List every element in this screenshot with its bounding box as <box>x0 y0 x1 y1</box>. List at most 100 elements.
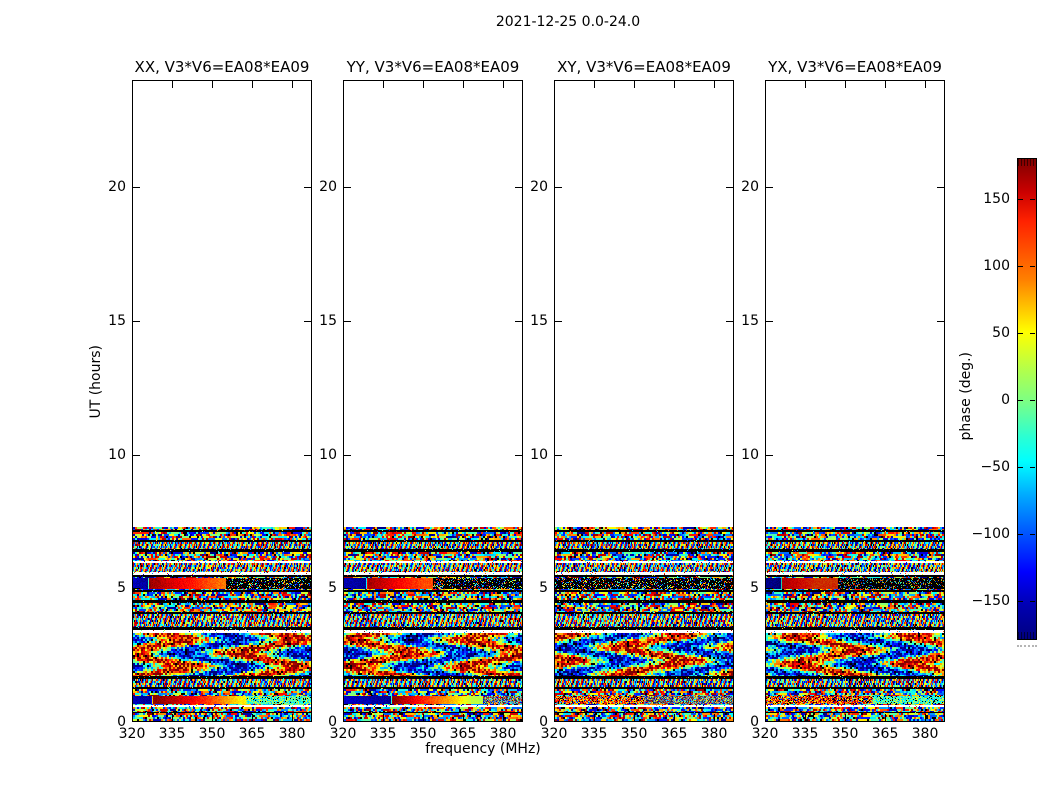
x-tick-label: 320 <box>751 726 779 742</box>
x-tick <box>925 714 926 721</box>
colorbar-tick <box>1018 400 1023 401</box>
waterfall-canvas-yx <box>766 527 944 721</box>
x-tick-label: 320 <box>329 726 357 742</box>
colorbar-top-hatch <box>1018 159 1036 166</box>
colorbar <box>1017 158 1037 640</box>
y-tick <box>304 321 311 322</box>
x-tick <box>503 81 504 88</box>
x-tick <box>383 714 384 721</box>
x-tick-label: 320 <box>118 726 146 742</box>
y-tick-label: 20 <box>530 179 548 195</box>
x-tick <box>292 714 293 721</box>
x-tick-label: 380 <box>700 726 728 742</box>
y-tick-label: 20 <box>741 179 759 195</box>
y-tick <box>344 187 351 188</box>
colorbar-tick-label: −150 <box>971 593 1010 609</box>
y-tick <box>555 588 562 589</box>
y-tick <box>726 321 733 322</box>
panel-title: YY, V3*V6=EA08*EA09 <box>346 58 520 76</box>
colorbar-tick <box>1030 199 1035 200</box>
x-tick <box>252 81 253 88</box>
x-tick-label: 350 <box>198 726 226 742</box>
colorbar-tick-label: −50 <box>980 459 1010 475</box>
y-tick <box>937 187 944 188</box>
x-tick <box>674 81 675 88</box>
waterfall-canvas-xx <box>133 527 311 721</box>
y-tick-label: 10 <box>319 447 337 463</box>
y-tick <box>555 187 562 188</box>
colorbar-tick <box>1018 266 1023 267</box>
colorbar-underflow-dots <box>1017 645 1037 647</box>
y-tick <box>726 588 733 589</box>
panel-frame <box>132 80 312 722</box>
colorbar-tick-label: 150 <box>983 191 1010 207</box>
x-tick-label: 350 <box>409 726 437 742</box>
y-tick-label: 5 <box>539 580 548 596</box>
x-axis-label: frequency (MHz) <box>425 741 541 757</box>
colorbar-tick-label: 50 <box>992 325 1010 341</box>
x-tick-label: 365 <box>238 726 266 742</box>
x-tick-label: 380 <box>278 726 306 742</box>
x-tick <box>805 81 806 88</box>
colorbar-tick <box>1030 601 1035 602</box>
y-tick <box>937 455 944 456</box>
x-tick <box>805 714 806 721</box>
colorbar-tick <box>1030 266 1035 267</box>
x-tick <box>594 714 595 721</box>
y-tick <box>766 588 773 589</box>
x-tick <box>925 81 926 88</box>
y-tick <box>344 588 351 589</box>
x-tick <box>423 714 424 721</box>
x-tick-label: 380 <box>911 726 939 742</box>
y-tick <box>133 588 140 589</box>
x-tick <box>212 714 213 721</box>
colorbar-tick <box>1018 333 1023 334</box>
y-tick <box>937 321 944 322</box>
x-tick-label: 350 <box>620 726 648 742</box>
colorbar-tick-label: −100 <box>971 526 1010 542</box>
y-tick-label: 5 <box>328 580 337 596</box>
y-tick <box>133 321 140 322</box>
x-tick-label: 350 <box>831 726 859 742</box>
colorbar-tick <box>1018 467 1023 468</box>
panel-frame <box>554 80 734 722</box>
y-tick-label: 0 <box>117 714 126 730</box>
y-tick-label: 15 <box>741 313 759 329</box>
x-tick <box>383 81 384 88</box>
y-tick <box>515 455 522 456</box>
x-tick <box>634 714 635 721</box>
x-tick <box>172 714 173 721</box>
x-tick <box>845 81 846 88</box>
y-tick <box>515 588 522 589</box>
panel-title: XY, V3*V6=EA08*EA09 <box>557 58 731 76</box>
y-tick-label: 15 <box>319 313 337 329</box>
x-tick-label: 380 <box>489 726 517 742</box>
y-tick <box>766 187 773 188</box>
panel-frame <box>343 80 523 722</box>
y-tick-label: 5 <box>750 580 759 596</box>
colorbar-tick-label: 100 <box>983 258 1010 274</box>
x-tick <box>885 714 886 721</box>
colorbar-tick <box>1030 400 1035 401</box>
colorbar-tick <box>1018 534 1023 535</box>
x-tick-label: 335 <box>158 726 186 742</box>
y-tick <box>555 321 562 322</box>
y-tick <box>766 321 773 322</box>
y-tick <box>726 187 733 188</box>
x-tick-label: 335 <box>369 726 397 742</box>
y-tick-label: 10 <box>741 447 759 463</box>
x-tick <box>252 714 253 721</box>
y-tick-label: 15 <box>530 313 548 329</box>
x-tick <box>714 81 715 88</box>
panel-title: YX, V3*V6=EA08*EA09 <box>768 58 942 76</box>
x-tick-label: 335 <box>580 726 608 742</box>
x-tick <box>634 81 635 88</box>
y-axis-label: UT (hours) <box>88 345 104 419</box>
x-tick <box>292 81 293 88</box>
x-tick <box>172 81 173 88</box>
panel-title: XX, V3*V6=EA08*EA09 <box>134 58 310 76</box>
y-tick-label: 5 <box>117 580 126 596</box>
y-tick <box>515 321 522 322</box>
figure-title: 2021-12-25 0.0-24.0 <box>495 14 641 30</box>
x-tick <box>503 714 504 721</box>
